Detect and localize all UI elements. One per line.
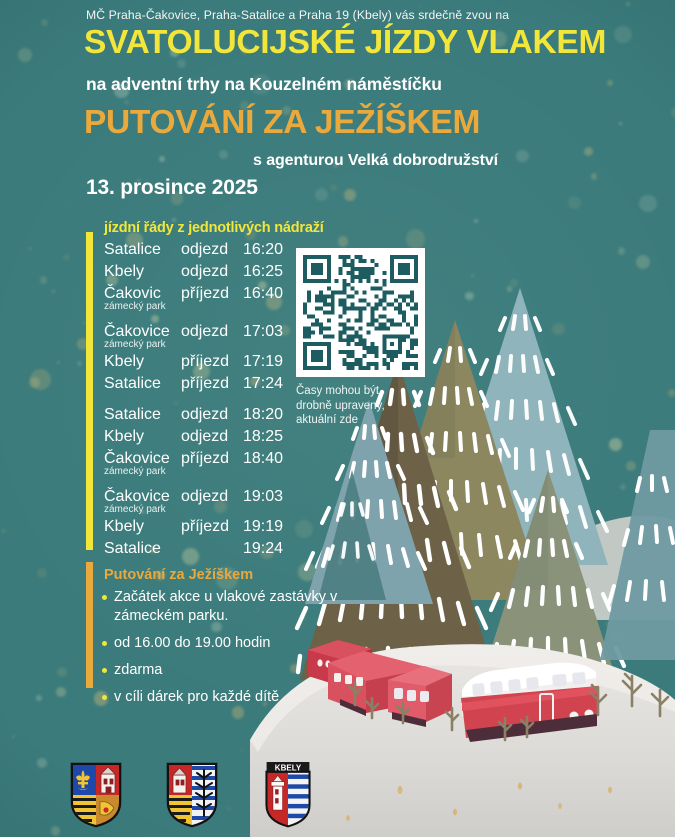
timetable-row: Čakovice příjezd 18:40 — [104, 448, 294, 470]
organizers-line: MČ Praha-Čakovice, Praha-Satalice a Prah… — [86, 8, 510, 22]
timetable-station: Satalice — [104, 406, 161, 423]
subtitle-markets: na adventní trhy na Kouzelném náměstíčku — [86, 74, 442, 94]
timetable-kind: příjezd — [181, 375, 230, 392]
bullet-dot-icon — [102, 641, 107, 646]
timetable-time: 19:03 — [243, 488, 284, 505]
timetable-time: 17:19 — [243, 353, 284, 370]
timetable-row: Satalice odjezd 16:20 — [104, 239, 294, 261]
timetable-station: Kbely — [104, 353, 145, 370]
timetable-row: Satalice odjezd 18:20 — [104, 404, 294, 426]
timetable-station: Satalice — [104, 540, 161, 557]
timetable-time: 16:25 — [243, 263, 284, 280]
timetable-station-note: zámecký park — [104, 339, 166, 350]
timetable-group: Čakovice odjezd 17:03 zámecký park Kbely příj… — [104, 321, 294, 395]
program-list-item: zdarma — [100, 661, 346, 680]
timetable-row: Satalice 19:24 — [104, 538, 294, 560]
timetable-time: 19:24 — [243, 540, 284, 557]
timetable-station: Čakovice — [104, 488, 170, 505]
event-date: 13. prosince 2025 — [86, 176, 258, 199]
timetable-kind: odjezd — [181, 323, 229, 340]
bullet-dot-icon — [102, 695, 107, 700]
qr-code-canvas — [303, 255, 418, 370]
timetable-time: 16:20 — [243, 241, 284, 258]
timetable-kind: příjezd — [181, 450, 230, 467]
timetable-row: Čakovice odjezd 17:03 — [104, 321, 294, 343]
timetable-group: Satalice odjezd 18:20 Kbely odjezd 18:25 Čakov… — [104, 404, 294, 477]
timetable-row: Kbely odjezd 18:25 — [104, 426, 294, 448]
timetable-row: Kbely příjezd 17:19 — [104, 351, 294, 373]
timetable-kind: odjezd — [181, 406, 229, 423]
timetable-kind: odjezd — [181, 488, 229, 505]
timetable-station: Kbely — [104, 518, 145, 535]
program-accent-bar — [86, 562, 93, 688]
timetable-station-note: zámecký park — [104, 504, 166, 515]
program-item-label: od 16.00 do 19.00 hodin — [114, 635, 271, 651]
timetable-kind: příjezd — [181, 518, 230, 535]
program-list-item: v cíli dárek pro každé dítě — [100, 688, 346, 707]
program-heading: Putování za Ježíškem — [104, 567, 254, 583]
timetable-time: 18:25 — [243, 428, 284, 445]
program-list-item: od 16.00 do 19.00 hodin — [100, 634, 346, 653]
timetable-row: Čakovice odjezd 19:03 — [104, 486, 294, 508]
timetable-station: Čakovice — [104, 450, 170, 467]
timetable-heading: jízdní řády z jednotlivých nádraží — [104, 220, 324, 236]
timetable-time: 18:40 — [243, 450, 284, 467]
page-title: SVATOLUCIJSKÉ JÍZDY VLAKEM — [84, 24, 607, 61]
program-list-item: Začátek akce u vlakové zastávky v zámeck… — [100, 588, 346, 626]
qr-code-icon[interactable] — [296, 248, 425, 377]
program-list: Začátek akce u vlakové zastávky v zámeck… — [100, 588, 346, 715]
timetable-group: Satalice odjezd 16:20 Kbely odjezd 16:25 Čakov… — [104, 239, 294, 312]
timetable-row: Čakovic příjezd 16:40 — [104, 283, 294, 305]
timetable-station: Čakovic — [104, 285, 161, 302]
timetable-kind: odjezd — [181, 263, 229, 280]
timetable-kind: odjezd — [181, 428, 229, 445]
qr-note: Časy mohou být drobně upraveny, aktuální… — [296, 385, 385, 426]
timetable-time: 16:40 — [243, 285, 284, 302]
timetable-row: Kbely příjezd 19:19 — [104, 516, 294, 538]
program-item-label: Začátek akce u vlakové zastávky v zámeck… — [114, 589, 338, 624]
timetable: Satalice odjezd 16:20 Kbely odjezd 16:25 Čakov… — [104, 239, 294, 569]
timetable-time: 17:24 — [243, 375, 284, 392]
bullet-dot-icon — [102, 668, 107, 673]
timetable-station-note: zámecký park — [104, 301, 166, 312]
crest-praha-cakovice — [70, 762, 122, 828]
timetable-group: Čakovice odjezd 19:03 zámecký park Kbely příj… — [104, 486, 294, 560]
agency-line: s agenturou Velká dobrodružství — [253, 152, 498, 169]
timetable-station: Kbely — [104, 428, 145, 445]
timetable-accent-bar — [86, 232, 93, 550]
timetable-row: Kbely odjezd 16:25 — [104, 261, 294, 283]
timetable-time: 18:20 — [243, 406, 284, 423]
timetable-kind: odjezd — [181, 241, 229, 258]
timetable-station: Čakovice — [104, 323, 170, 340]
program-item-label: zdarma — [114, 662, 163, 678]
timetable-station: Kbely — [104, 263, 145, 280]
timetable-row: Satalice příjezd 17:24 — [104, 373, 294, 395]
timetable-kind: příjezd — [181, 353, 230, 370]
secondary-title: PUTOVÁNÍ ZA JEŽÍŠKEM — [84, 104, 481, 141]
timetable-time: 19:19 — [243, 518, 284, 535]
crest-praha-satalice — [166, 762, 218, 828]
timetable-station: Satalice — [104, 375, 161, 392]
timetable-station: Satalice — [104, 241, 161, 258]
timetable-kind: příjezd — [181, 285, 230, 302]
bullet-dot-icon — [102, 595, 107, 600]
program-item-label: v cíli dárek pro každé dítě — [114, 689, 280, 705]
timetable-station-note: zámecký park — [104, 466, 166, 477]
crest-praha-19-kbely: KBELY — [265, 762, 311, 828]
timetable-time: 17:03 — [243, 323, 284, 340]
crest-row: KBELY — [70, 762, 314, 828]
